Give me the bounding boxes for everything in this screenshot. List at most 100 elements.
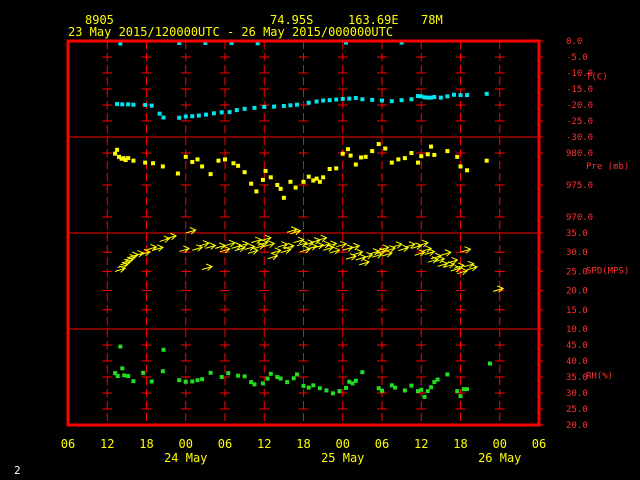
wind-arrow-stroke — [316, 234, 328, 243]
temperature-point — [409, 97, 414, 102]
wind-arrow — [362, 251, 374, 260]
pressure-point — [113, 151, 118, 156]
temperature-point — [347, 96, 352, 101]
wind-arrow-stroke — [385, 245, 397, 253]
temperature-point — [204, 112, 209, 117]
pressure-point — [321, 175, 326, 180]
humidity-point — [265, 376, 270, 381]
pressure-point — [143, 160, 148, 165]
x-tick-label: 06 — [218, 437, 232, 451]
humidity-point — [131, 379, 136, 384]
temperature-point — [306, 100, 311, 105]
pressure-point — [278, 186, 283, 191]
pressure-point — [409, 151, 414, 155]
temperature-point — [438, 95, 443, 100]
y-tick-label: -20.0 — [566, 101, 593, 111]
pressure-point — [484, 158, 489, 163]
humidity-point — [429, 385, 434, 390]
temperature-point — [234, 108, 239, 113]
data-layer — [113, 40, 505, 399]
temperature-point — [445, 94, 450, 99]
wind-arrow — [159, 235, 171, 243]
pressure-point — [402, 156, 407, 161]
y-tick-label: 20.0 — [566, 287, 588, 297]
wind-arrow — [152, 244, 164, 252]
wind-arrow — [260, 234, 272, 243]
station-id: 8905 — [85, 13, 114, 27]
humidity-point — [161, 347, 166, 352]
wind-arrow — [381, 250, 393, 258]
temperature-point — [321, 98, 326, 103]
pressure-point — [183, 154, 188, 159]
humidity-point — [350, 381, 355, 386]
temperature-point — [203, 40, 208, 45]
pressure-point — [151, 161, 156, 166]
x-tick-label: 00 — [179, 437, 193, 451]
humidity-point — [115, 374, 120, 379]
wind-arrow — [306, 243, 318, 251]
temperature-point — [115, 102, 120, 107]
y-tick-label: 30.0 — [566, 248, 588, 258]
time-period: 23 May 2015/120000UTC - 26 May 2015/0000… — [68, 25, 393, 39]
wind-arrow — [201, 263, 214, 271]
wind-arrow-stroke — [336, 240, 348, 249]
humidity-point — [487, 361, 492, 366]
wind-arrow-stroke — [447, 256, 459, 265]
wind-arrow — [440, 249, 452, 257]
wind-arrow-stroke — [159, 235, 171, 243]
pressure-point — [160, 164, 165, 169]
wind-arrow — [270, 247, 282, 255]
wind-arrow-stroke — [244, 243, 256, 251]
grid-layer — [68, 40, 543, 426]
wind-arrow-stroke — [290, 227, 302, 236]
wind-arrow-stroke — [440, 249, 452, 257]
wind-arrow-stroke — [352, 248, 364, 257]
station-elevation: 78M — [421, 13, 443, 27]
temperature-point — [422, 95, 427, 100]
wind-arrow — [349, 242, 361, 251]
humidity-point — [183, 379, 188, 384]
x-tick-label: 12 — [100, 437, 114, 451]
pressure-point — [200, 164, 205, 169]
wind-arrow-stroke — [215, 242, 227, 250]
pressure-point — [195, 157, 200, 162]
pressure-point — [376, 142, 381, 147]
wind-arrow-stroke — [457, 267, 469, 276]
wind-arrow — [283, 242, 295, 251]
temperature-point — [118, 41, 123, 46]
temperature-point — [120, 102, 125, 107]
humidity-point — [317, 386, 322, 391]
wind-arrow — [447, 256, 459, 265]
pressure-point — [216, 158, 221, 163]
temperature-point — [294, 102, 299, 107]
pressure-point — [115, 147, 120, 152]
pressure-point — [231, 161, 236, 166]
temperature-point — [353, 95, 358, 100]
label-layer: 06 12 18 00 06 12 18 00 06 12 18 00 06 24 May 25 May 26… — [61, 37, 630, 465]
humidity-point — [252, 382, 257, 387]
temperature-point — [227, 110, 232, 115]
pressure-point — [268, 175, 273, 180]
wind-arrow-stroke — [152, 244, 164, 252]
temperature-point — [177, 40, 182, 45]
wind-arrow — [237, 240, 250, 248]
pressure-point — [455, 154, 460, 159]
temperature-point — [252, 105, 257, 110]
pressure-point — [348, 153, 353, 158]
temperature-point — [157, 111, 162, 116]
humidity-point — [419, 387, 424, 392]
pressure-point — [208, 172, 213, 177]
temperature-point — [314, 99, 319, 104]
temperature-point — [340, 96, 345, 101]
temperature-point — [183, 114, 188, 119]
humidity-point — [141, 370, 146, 375]
wind-arrow-stroke — [391, 241, 403, 249]
humidity-point — [311, 383, 316, 388]
wind-arrow-stroke — [139, 248, 151, 257]
temperature-point — [360, 97, 365, 102]
humidity-point — [291, 376, 296, 381]
panel-label-humidity: RH(%) — [586, 372, 613, 382]
temperature-point — [272, 104, 277, 109]
y-tick-label: -30.0 — [566, 133, 593, 143]
